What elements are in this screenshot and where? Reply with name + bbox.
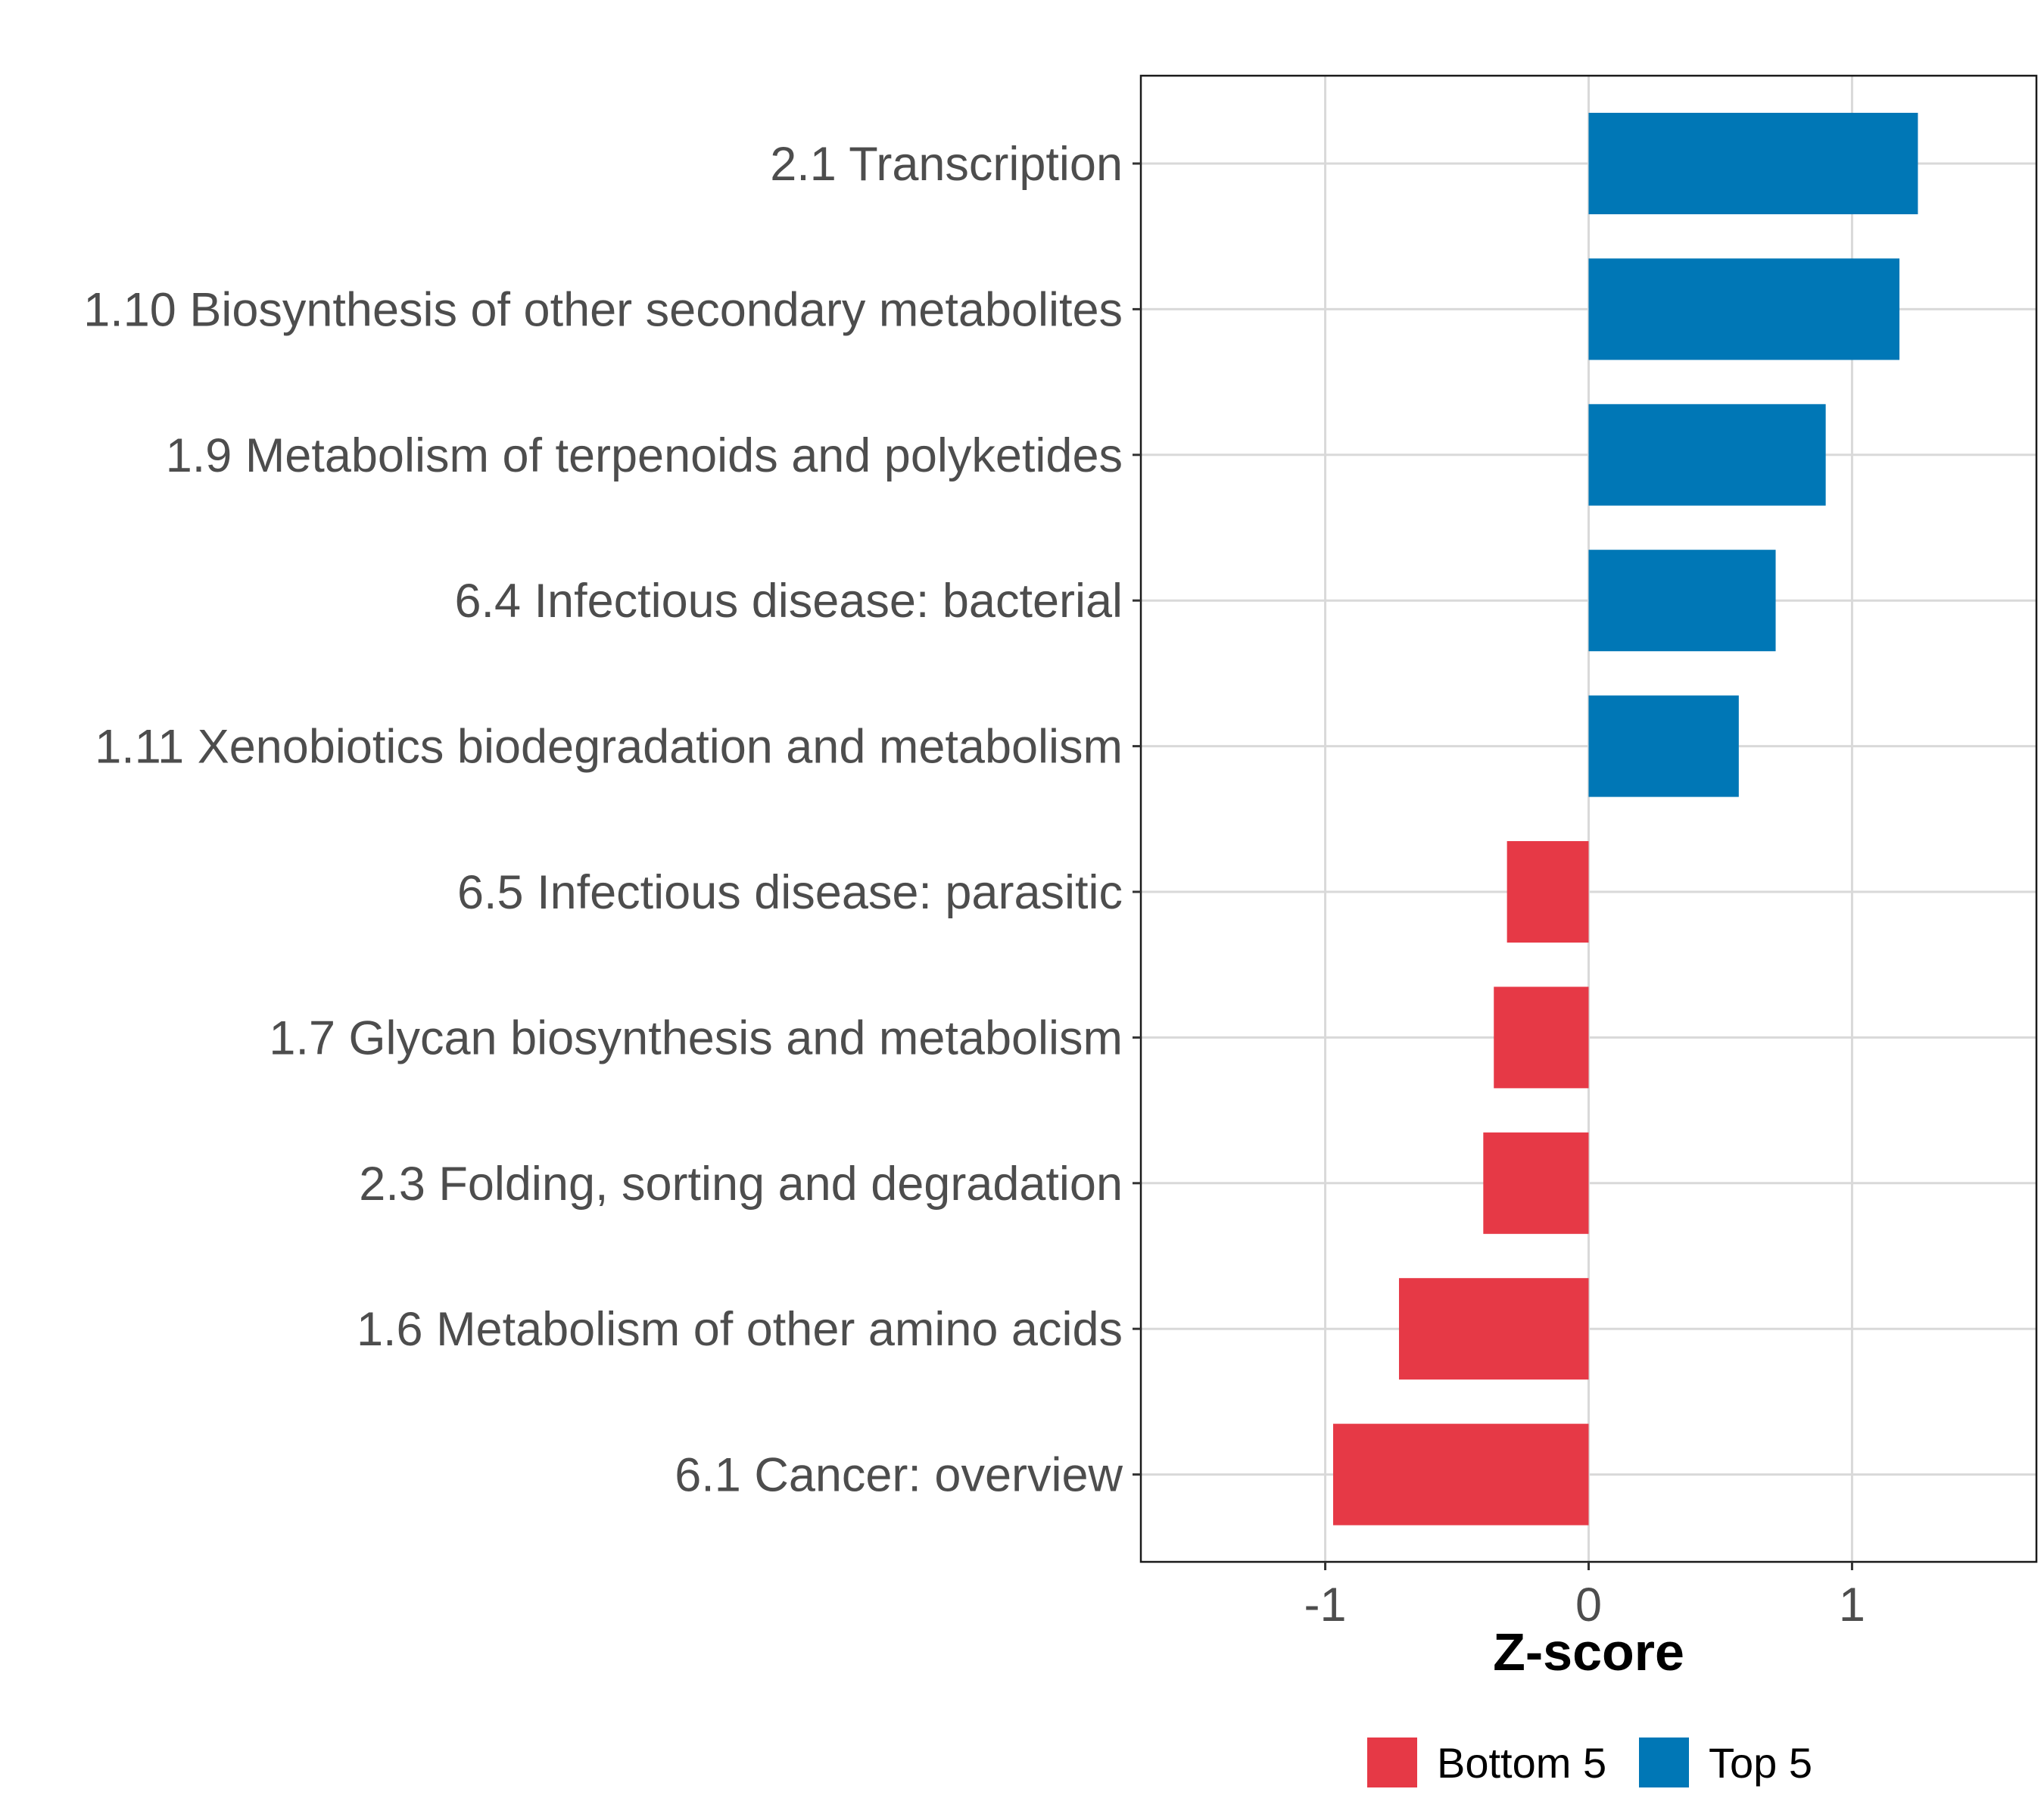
legend-key-top-5 — [1639, 1738, 1689, 1787]
bar-bottom-7 — [1494, 986, 1589, 1089]
legend-label-top-5: Top 5 — [1709, 1739, 1812, 1787]
category-label: 6.4 Infectious disease: bacterial — [454, 575, 1123, 628]
x-tick-label: 0 — [1575, 1579, 1602, 1632]
legend-key-bottom-5 — [1367, 1738, 1417, 1787]
x-axis-ticks — [1324, 1562, 1853, 1570]
bar-bottom-9 — [1398, 1278, 1589, 1380]
category-label: 6.1 Cancer: overview — [675, 1449, 1123, 1502]
x-axis-tick-labels: -1 0 1 — [1304, 1579, 1865, 1632]
y-axis-ticks — [1133, 162, 1141, 1476]
category-label: 1.11 Xenobiotics biodegradation and meta… — [95, 721, 1123, 774]
x-tick-label: -1 — [1304, 1579, 1347, 1632]
x-axis-title: Z-score — [1493, 1622, 1684, 1681]
bar-top-5 — [1588, 695, 1739, 797]
category-label: 1.6 Metabolism of other amino acids — [357, 1303, 1123, 1356]
bar-bottom-8 — [1483, 1132, 1589, 1234]
bar-top-1 — [1588, 113, 1918, 214]
bars — [1332, 113, 1918, 1526]
category-label: 1.10 Biosynthesis of other secondary met… — [83, 283, 1123, 336]
bar-top-4 — [1588, 550, 1776, 652]
bar-bottom-6 — [1507, 841, 1589, 943]
bar-top-2 — [1588, 258, 1900, 360]
bar-bottom-10 — [1332, 1423, 1589, 1526]
legend: Bottom 5 Top 5 — [1367, 1738, 1812, 1787]
category-label: 2.3 Folding, sorting and degradation — [359, 1158, 1123, 1211]
category-label: 2.1 Transcription — [770, 138, 1123, 191]
category-label: 6.5 Infectious disease: parasitic — [457, 866, 1123, 919]
category-label: 1.9 Metabolism of terpenoids and polyket… — [166, 429, 1123, 482]
y-axis-category-labels: 2.1 Transcription 1.10 Biosynthesis of ot… — [83, 138, 1123, 1502]
bar-top-3 — [1588, 404, 1826, 506]
legend-label-bottom-5: Bottom 5 — [1437, 1739, 1606, 1787]
category-label: 1.7 Glycan biosynthesis and metabolism — [269, 1011, 1123, 1064]
x-tick-label: 1 — [1839, 1579, 1865, 1632]
